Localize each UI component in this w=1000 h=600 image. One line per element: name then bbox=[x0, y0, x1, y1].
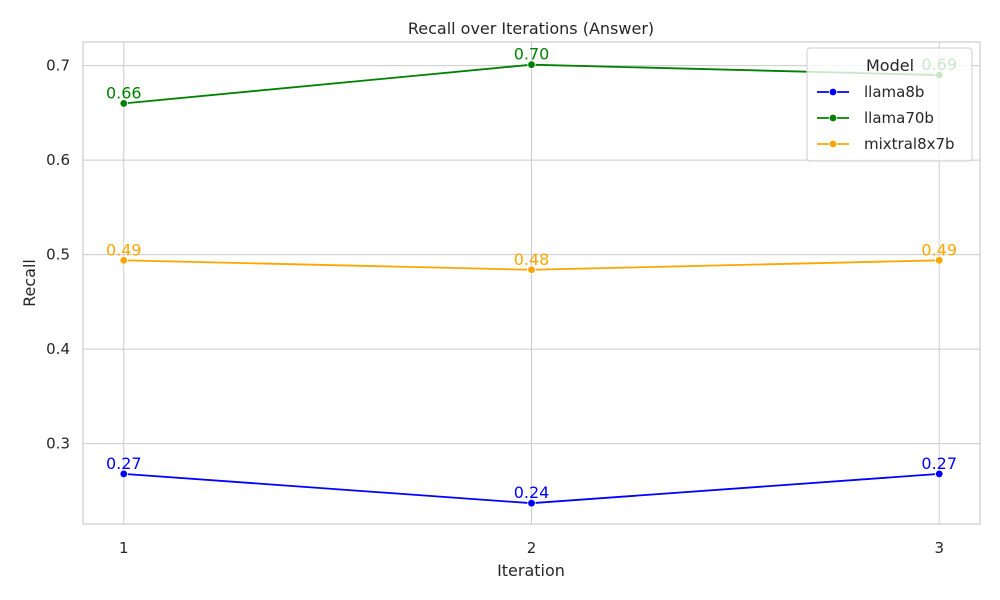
data-point bbox=[527, 499, 536, 508]
x-axis-label: Iteration bbox=[497, 561, 565, 580]
data-point bbox=[935, 469, 944, 479]
data-label: 0.49 bbox=[106, 240, 142, 259]
x-tick-label: 3 bbox=[934, 539, 944, 557]
data-point bbox=[119, 99, 128, 108]
data-label: 0.49 bbox=[921, 240, 957, 259]
legend-label: llama8b bbox=[864, 83, 924, 101]
series-mixtral8x7b bbox=[119, 256, 944, 274]
data-label: 0.48 bbox=[514, 250, 550, 269]
data-point bbox=[935, 256, 944, 265]
y-tick-label: 0.5 bbox=[46, 246, 70, 264]
data-label: 0.66 bbox=[106, 83, 142, 102]
data-labels: 0.270.240.270.660.700.690.490.480.49 bbox=[106, 45, 957, 503]
y-tick-label: 0.7 bbox=[46, 57, 70, 75]
legend-title: Model bbox=[866, 56, 914, 75]
legend-item-llama70b: llama70b bbox=[817, 109, 934, 127]
legend-item-llama8b: llama8b bbox=[817, 83, 924, 101]
legend-items: llama8b llama70b mixtral8x7b bbox=[817, 83, 955, 153]
legend-label: llama70b bbox=[864, 109, 934, 127]
tick-labels: 0.3 0.4 0.5 0.6 0.7 1 2 3 bbox=[46, 57, 944, 557]
data-point bbox=[119, 469, 128, 479]
y-tick-label: 0.6 bbox=[46, 151, 70, 169]
y-axis-label: Recall bbox=[20, 259, 39, 307]
data-point bbox=[527, 265, 536, 274]
chart-title: Recall over Iterations (Answer) bbox=[408, 19, 654, 38]
legend-swatch-marker bbox=[828, 113, 838, 123]
legend-item-mixtral8x7b: mixtral8x7b bbox=[817, 135, 955, 153]
legend-swatch-marker bbox=[828, 139, 838, 149]
legend-box bbox=[806, 47, 973, 162]
data-point bbox=[527, 60, 536, 69]
y-tick-label: 0.3 bbox=[46, 435, 70, 453]
plot-frame bbox=[82, 41, 981, 525]
data-label: 0.70 bbox=[514, 45, 550, 64]
legend-label: mixtral8x7b bbox=[864, 135, 955, 153]
legend-swatch-marker bbox=[828, 87, 838, 97]
series-llama8b bbox=[119, 469, 944, 508]
series-layer bbox=[119, 60, 944, 508]
data-label: 0.27 bbox=[921, 454, 957, 473]
y-tick-label: 0.4 bbox=[46, 340, 70, 358]
legend: Model llama8b llama70b mixtral8x7b bbox=[806, 47, 973, 162]
x-tick-label: 1 bbox=[119, 539, 129, 557]
data-label: 0.27 bbox=[106, 454, 142, 473]
x-tick-label: 2 bbox=[527, 539, 537, 557]
data-point bbox=[119, 256, 128, 265]
data-label: 0.24 bbox=[514, 483, 550, 502]
